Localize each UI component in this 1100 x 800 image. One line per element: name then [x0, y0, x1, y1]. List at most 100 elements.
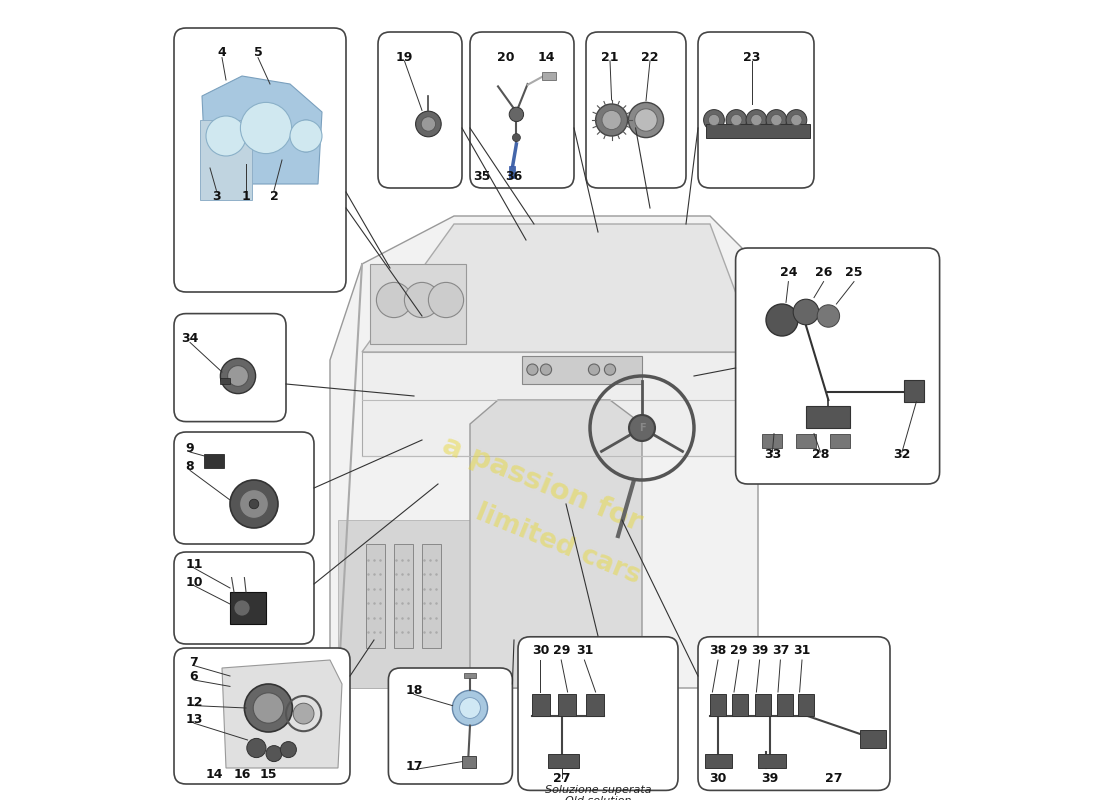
Text: 34: 34	[182, 333, 199, 346]
Circle shape	[250, 499, 258, 509]
Bar	[710, 694, 726, 716]
Text: 7: 7	[189, 656, 198, 669]
Bar	[806, 406, 850, 428]
Circle shape	[817, 305, 839, 327]
Bar	[532, 694, 550, 716]
Polygon shape	[330, 216, 758, 688]
Text: 16: 16	[233, 768, 251, 781]
Text: 30: 30	[531, 645, 549, 658]
Circle shape	[294, 703, 313, 724]
Circle shape	[220, 358, 255, 394]
Circle shape	[421, 117, 436, 131]
Text: 6: 6	[189, 670, 198, 683]
Circle shape	[766, 304, 797, 336]
Bar	[558, 694, 575, 716]
FancyBboxPatch shape	[174, 314, 286, 422]
Circle shape	[704, 110, 725, 130]
Text: 29: 29	[730, 645, 748, 658]
Text: 28: 28	[812, 448, 829, 461]
Circle shape	[604, 364, 616, 375]
Text: 14: 14	[206, 768, 222, 781]
Text: 39: 39	[761, 773, 779, 786]
Polygon shape	[470, 400, 642, 688]
Text: 30: 30	[710, 773, 727, 786]
Polygon shape	[222, 660, 342, 768]
Text: limited cars: limited cars	[472, 499, 645, 589]
Bar	[796, 434, 816, 448]
Circle shape	[376, 282, 411, 318]
Circle shape	[540, 364, 551, 375]
Circle shape	[246, 738, 266, 758]
Circle shape	[771, 114, 782, 126]
Text: 31: 31	[575, 645, 593, 658]
Ellipse shape	[248, 108, 284, 148]
Circle shape	[290, 120, 322, 152]
Polygon shape	[362, 224, 758, 352]
Circle shape	[628, 102, 663, 138]
Circle shape	[240, 490, 268, 518]
Circle shape	[513, 134, 520, 142]
Bar	[903, 380, 924, 402]
Bar	[755, 694, 771, 716]
Circle shape	[244, 684, 293, 732]
FancyBboxPatch shape	[388, 668, 513, 784]
Circle shape	[766, 110, 786, 130]
Text: 31: 31	[793, 645, 811, 658]
Polygon shape	[362, 352, 758, 456]
Text: 13: 13	[185, 714, 202, 726]
Text: 3: 3	[212, 190, 221, 202]
Text: 10: 10	[185, 576, 202, 589]
FancyBboxPatch shape	[586, 32, 686, 188]
FancyBboxPatch shape	[174, 28, 346, 292]
Circle shape	[241, 102, 292, 154]
Circle shape	[230, 480, 278, 528]
Bar	[462, 756, 476, 768]
Text: 32: 32	[893, 448, 911, 461]
Text: 20: 20	[497, 50, 515, 64]
Bar	[509, 166, 515, 178]
Text: 29: 29	[552, 645, 570, 658]
Text: 1: 1	[242, 190, 251, 202]
Bar	[542, 72, 557, 80]
Circle shape	[746, 110, 767, 130]
Circle shape	[730, 114, 743, 126]
Text: 19: 19	[396, 50, 414, 64]
Circle shape	[595, 104, 628, 136]
Bar	[338, 520, 474, 688]
FancyBboxPatch shape	[174, 648, 350, 784]
Ellipse shape	[294, 120, 318, 152]
Text: 18: 18	[405, 684, 422, 698]
Text: 4: 4	[218, 46, 227, 59]
Text: 24: 24	[780, 266, 798, 279]
Circle shape	[793, 299, 818, 325]
FancyBboxPatch shape	[518, 637, 678, 790]
Bar	[463, 673, 476, 678]
Circle shape	[452, 690, 487, 726]
Circle shape	[460, 698, 481, 718]
Text: 5: 5	[254, 46, 263, 59]
FancyBboxPatch shape	[174, 552, 314, 644]
FancyBboxPatch shape	[698, 32, 814, 188]
Bar	[778, 694, 793, 716]
Bar	[230, 592, 266, 624]
Bar	[220, 378, 230, 384]
Bar	[205, 454, 224, 468]
Bar	[830, 434, 850, 448]
Text: Soluzione superata: Soluzione superata	[544, 786, 651, 795]
Text: 23: 23	[742, 50, 760, 64]
Circle shape	[228, 366, 249, 386]
Text: 36: 36	[505, 170, 522, 183]
Text: 39: 39	[751, 645, 768, 658]
Text: Old solution: Old solution	[564, 797, 631, 800]
Text: 35: 35	[473, 170, 491, 183]
Bar	[370, 264, 466, 344]
Circle shape	[751, 114, 762, 126]
Text: 12: 12	[185, 695, 202, 709]
Circle shape	[629, 415, 654, 441]
Text: 2: 2	[270, 190, 278, 202]
Text: 22: 22	[641, 50, 659, 64]
Circle shape	[234, 600, 250, 616]
Text: 15: 15	[260, 768, 277, 781]
Circle shape	[405, 282, 440, 318]
Text: 38: 38	[710, 645, 727, 658]
